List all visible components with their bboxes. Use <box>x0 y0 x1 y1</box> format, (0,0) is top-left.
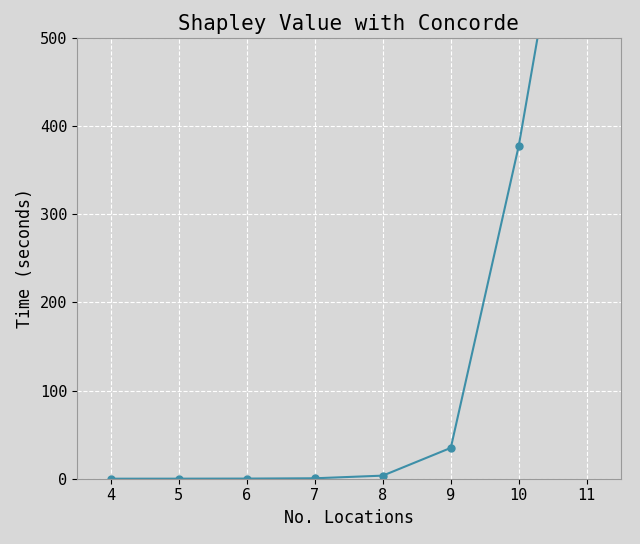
Title: Shapley Value with Concorde: Shapley Value with Concorde <box>179 14 519 34</box>
X-axis label: No. Locations: No. Locations <box>284 509 414 527</box>
Y-axis label: Time (seconds): Time (seconds) <box>16 188 34 329</box>
